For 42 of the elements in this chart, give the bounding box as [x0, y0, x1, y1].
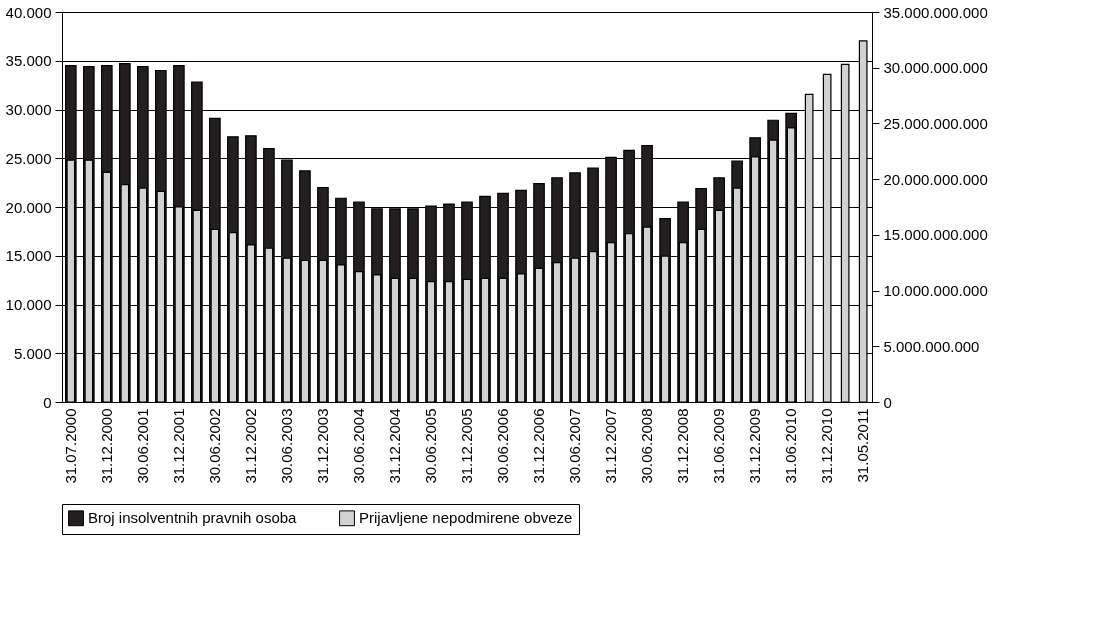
x-tick-label: 30.06.2003	[277, 408, 295, 484]
x-tick-label: 31.12.2006	[530, 408, 548, 484]
x-tick-label: 31.12.2003	[313, 408, 331, 484]
y-tick-label: 0	[43, 393, 52, 411]
y-tick-label: 10.000	[5, 296, 52, 313]
x-tick-label: 31.06.2010	[782, 408, 800, 484]
y2-tick-label: 5.000.000.000	[883, 337, 980, 355]
y2-tick-label: 25.000.000.000	[883, 114, 988, 132]
x-tick-label: 31.12.2009	[746, 408, 764, 484]
y-tick-label: 20.000	[5, 198, 52, 216]
y2-tick-label: 0	[883, 393, 892, 411]
x-tick-label: 30.06.2008	[638, 408, 656, 484]
x-tick-label: 31.12.2005	[458, 408, 475, 484]
x-tick-label: 30.06.2006	[494, 408, 512, 484]
y2-tick-label: 10.000.000.000	[883, 282, 988, 300]
x-tick-label: 31.12.2007	[602, 408, 620, 484]
y-tick-label: 5.000	[13, 344, 52, 362]
y-tick-label: 25.000	[5, 149, 52, 167]
y2-tick-label: 35.000.000.000	[883, 3, 988, 21]
x-tick-label: 30.06.2007	[566, 408, 584, 484]
x-tick-label: 31.12.2002	[241, 408, 259, 484]
x-tick-label: 30.06.2004	[349, 408, 367, 484]
x-tick-label: 30.06.2002	[205, 408, 223, 484]
x-tick-label: 30.06.2001	[133, 408, 151, 484]
x-tick-label: 31.12.2000	[97, 408, 115, 484]
x-tick-label: 31.12.2001	[169, 408, 187, 484]
x-tick-label: 31.12.2010	[818, 408, 836, 484]
x-tick-label: 31.06.2009	[710, 408, 728, 484]
x-tick-label: 31.05.2011	[854, 408, 872, 483]
x-tick-label: 31.07.2000	[61, 408, 79, 484]
y-tick-label: 30.000	[5, 101, 52, 118]
y2-tick-label: 30.000.000.000	[883, 59, 988, 77]
y2-tick-label: 15.000.000.000	[883, 226, 988, 244]
y-tick-label: 40.000	[5, 3, 52, 21]
legend-label: Broj insolventnih pravnih osoba	[88, 509, 298, 527]
y2-tick-label: 20.000.000.000	[883, 170, 988, 188]
x-tick-label: 31.12.2004	[385, 408, 403, 484]
x-tick-label: 30.06.2005	[421, 408, 439, 484]
legend-label: Prijavljene nepodmirene obveze	[359, 509, 573, 527]
y-tick-label: 35.000	[5, 52, 52, 70]
y-tick-label: 15.000	[5, 247, 52, 265]
x-tick-label: 31.12.2008	[674, 408, 692, 484]
